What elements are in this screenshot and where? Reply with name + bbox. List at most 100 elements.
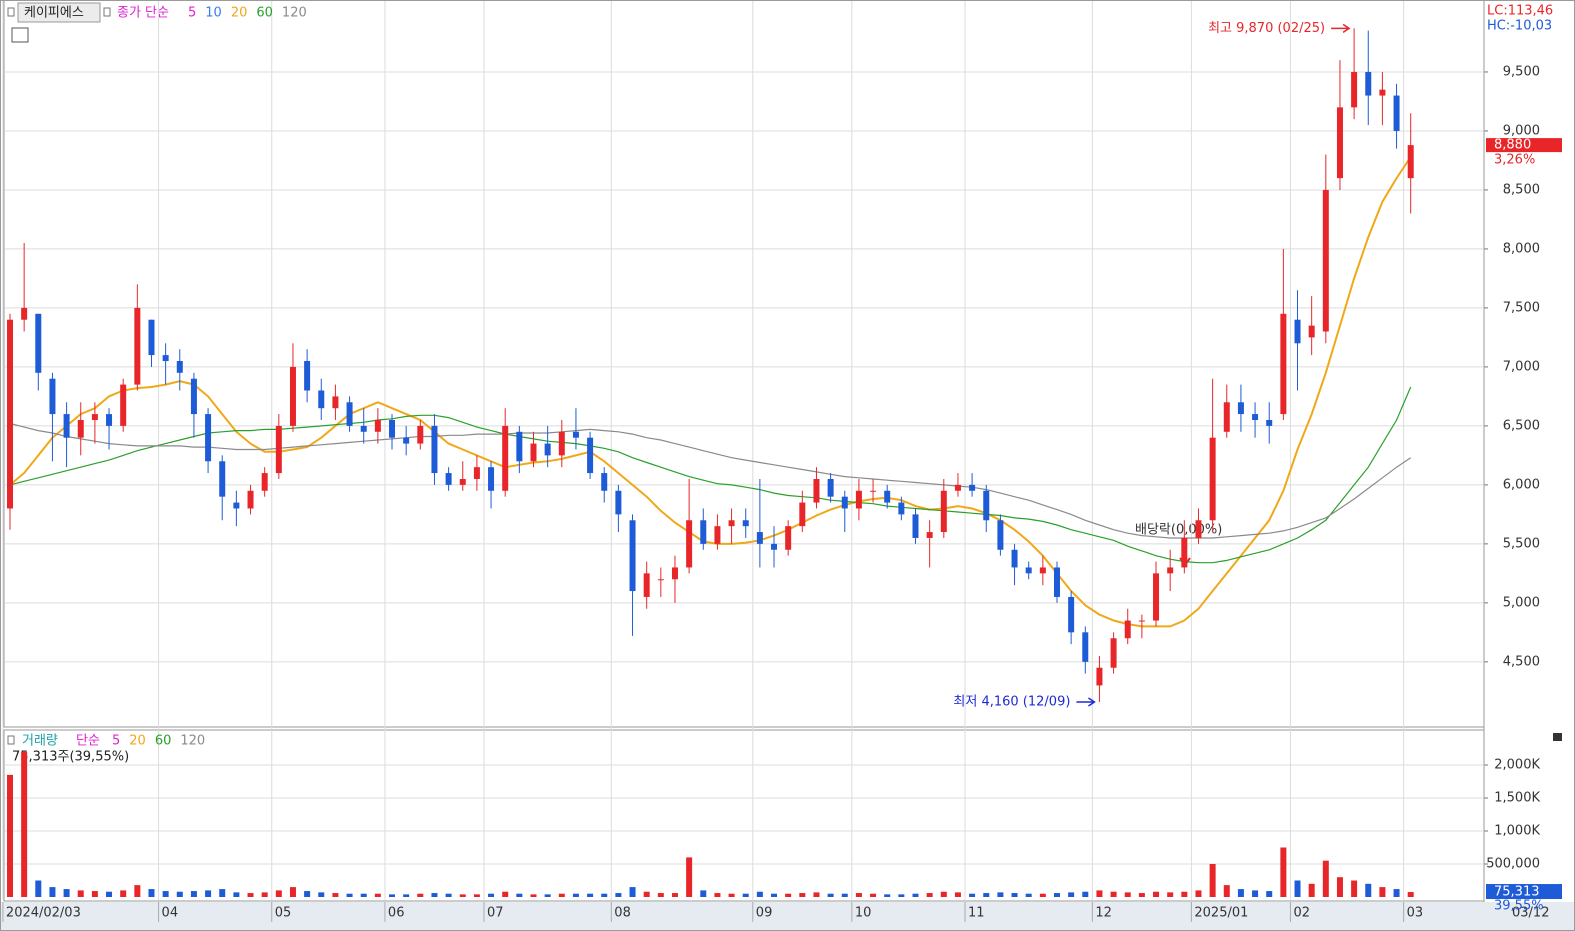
y-tick-label: 7,500 [1503, 300, 1540, 315]
candle-body [601, 473, 608, 491]
legend-item: 5 [188, 6, 196, 21]
y-tick-label: 4,500 [1503, 654, 1540, 669]
candle-body [1124, 620, 1131, 639]
volume-bar [855, 893, 862, 897]
candle-body [1351, 71, 1358, 108]
candle-body [247, 490, 254, 509]
candle-body [756, 532, 763, 544]
y-tick-label: 7,000 [1503, 359, 1540, 374]
candle-body [813, 478, 820, 503]
candle-body [898, 502, 905, 515]
x-tick-label: 02 [1293, 906, 1310, 921]
candle-body [700, 520, 707, 544]
volume-bar [176, 891, 183, 897]
volume-bar [63, 889, 70, 897]
volume-bar [1336, 877, 1343, 897]
candle-body [473, 467, 480, 479]
volume-bar [756, 891, 763, 897]
candle-body [1110, 638, 1117, 668]
candle-body [572, 431, 579, 438]
volume-bar [1407, 892, 1414, 897]
legend-item: 120 [282, 6, 307, 21]
volume-bar [1294, 880, 1301, 897]
volume-bar [1351, 880, 1358, 897]
volume-bar [1025, 893, 1032, 897]
candle-body [289, 366, 296, 426]
candle-body [940, 490, 947, 533]
volume-bar [1181, 891, 1188, 897]
volume-bar [205, 890, 212, 897]
volume-bar [1223, 885, 1230, 897]
volume-bar [686, 857, 693, 897]
x-tick-label: 03 [1407, 906, 1424, 921]
volume-bar [332, 893, 339, 897]
volume-bar [473, 894, 480, 897]
volume-bar [360, 893, 367, 897]
legend-item: 20 [129, 734, 146, 749]
volume-ma-label: 단순 [76, 734, 100, 749]
volume-bar [106, 891, 113, 897]
panel-icon [1553, 733, 1562, 741]
volume-bar [1379, 887, 1386, 897]
x-tick-label: 12 [1095, 906, 1112, 921]
volume-bar [417, 893, 424, 897]
volume-bar [1393, 889, 1400, 897]
candle-body [629, 520, 636, 592]
volume-bar [940, 891, 947, 897]
candle-body [1068, 596, 1075, 633]
candle-body [1365, 71, 1372, 96]
candle-body [855, 490, 862, 509]
volume-bar [714, 893, 721, 897]
x-tick-label: 07 [487, 906, 504, 921]
candle-body [360, 425, 367, 432]
candle-body [346, 402, 353, 426]
volume-bar [870, 893, 877, 897]
candle-body [176, 361, 183, 373]
candle-body [1209, 437, 1216, 521]
volume-bar [601, 893, 608, 897]
volume-bar [1082, 891, 1089, 897]
candle-body [912, 514, 919, 538]
candle-body [1308, 325, 1315, 338]
volume-bar [813, 892, 820, 897]
candle-body [374, 419, 381, 432]
candle-body [1039, 567, 1046, 574]
candle-body [35, 313, 42, 373]
volume-bar [120, 890, 127, 897]
candle-body [318, 390, 325, 409]
candle-body [1082, 632, 1089, 662]
volume-bar [1252, 890, 1259, 897]
candle-body [445, 473, 452, 485]
candle-body [1223, 402, 1230, 432]
volume-bar [502, 891, 509, 897]
volume-bar [1266, 891, 1273, 897]
volume-bar [884, 894, 891, 897]
candle-body [771, 543, 778, 550]
candle-body [403, 437, 410, 444]
ma-line [9, 156, 1412, 628]
candle-body [1096, 667, 1103, 686]
volume-bar [190, 891, 197, 897]
x-tick-label: 2025/01 [1194, 906, 1248, 921]
volume-bar [1280, 847, 1287, 897]
volume-bar [219, 889, 226, 897]
volume-bar [318, 892, 325, 897]
candle-body [77, 419, 84, 438]
candle-body [7, 319, 13, 509]
volume-bar [997, 892, 1004, 897]
candle-body [785, 526, 792, 550]
volume-bar [1237, 889, 1244, 897]
volume-bar [431, 893, 438, 897]
icon [103, 7, 111, 17]
candle-body [502, 425, 509, 491]
candle-body [431, 425, 438, 474]
candle-body [516, 431, 523, 462]
volume-bar [1110, 891, 1117, 897]
volume-bar [643, 891, 650, 897]
legend-item: 10 [205, 6, 222, 21]
x-tick-label: 04 [162, 906, 179, 921]
y-tick-label: 8,500 [1503, 182, 1540, 197]
candle-body [1167, 567, 1174, 574]
volume-bar [671, 893, 678, 897]
candle-body [134, 307, 141, 385]
